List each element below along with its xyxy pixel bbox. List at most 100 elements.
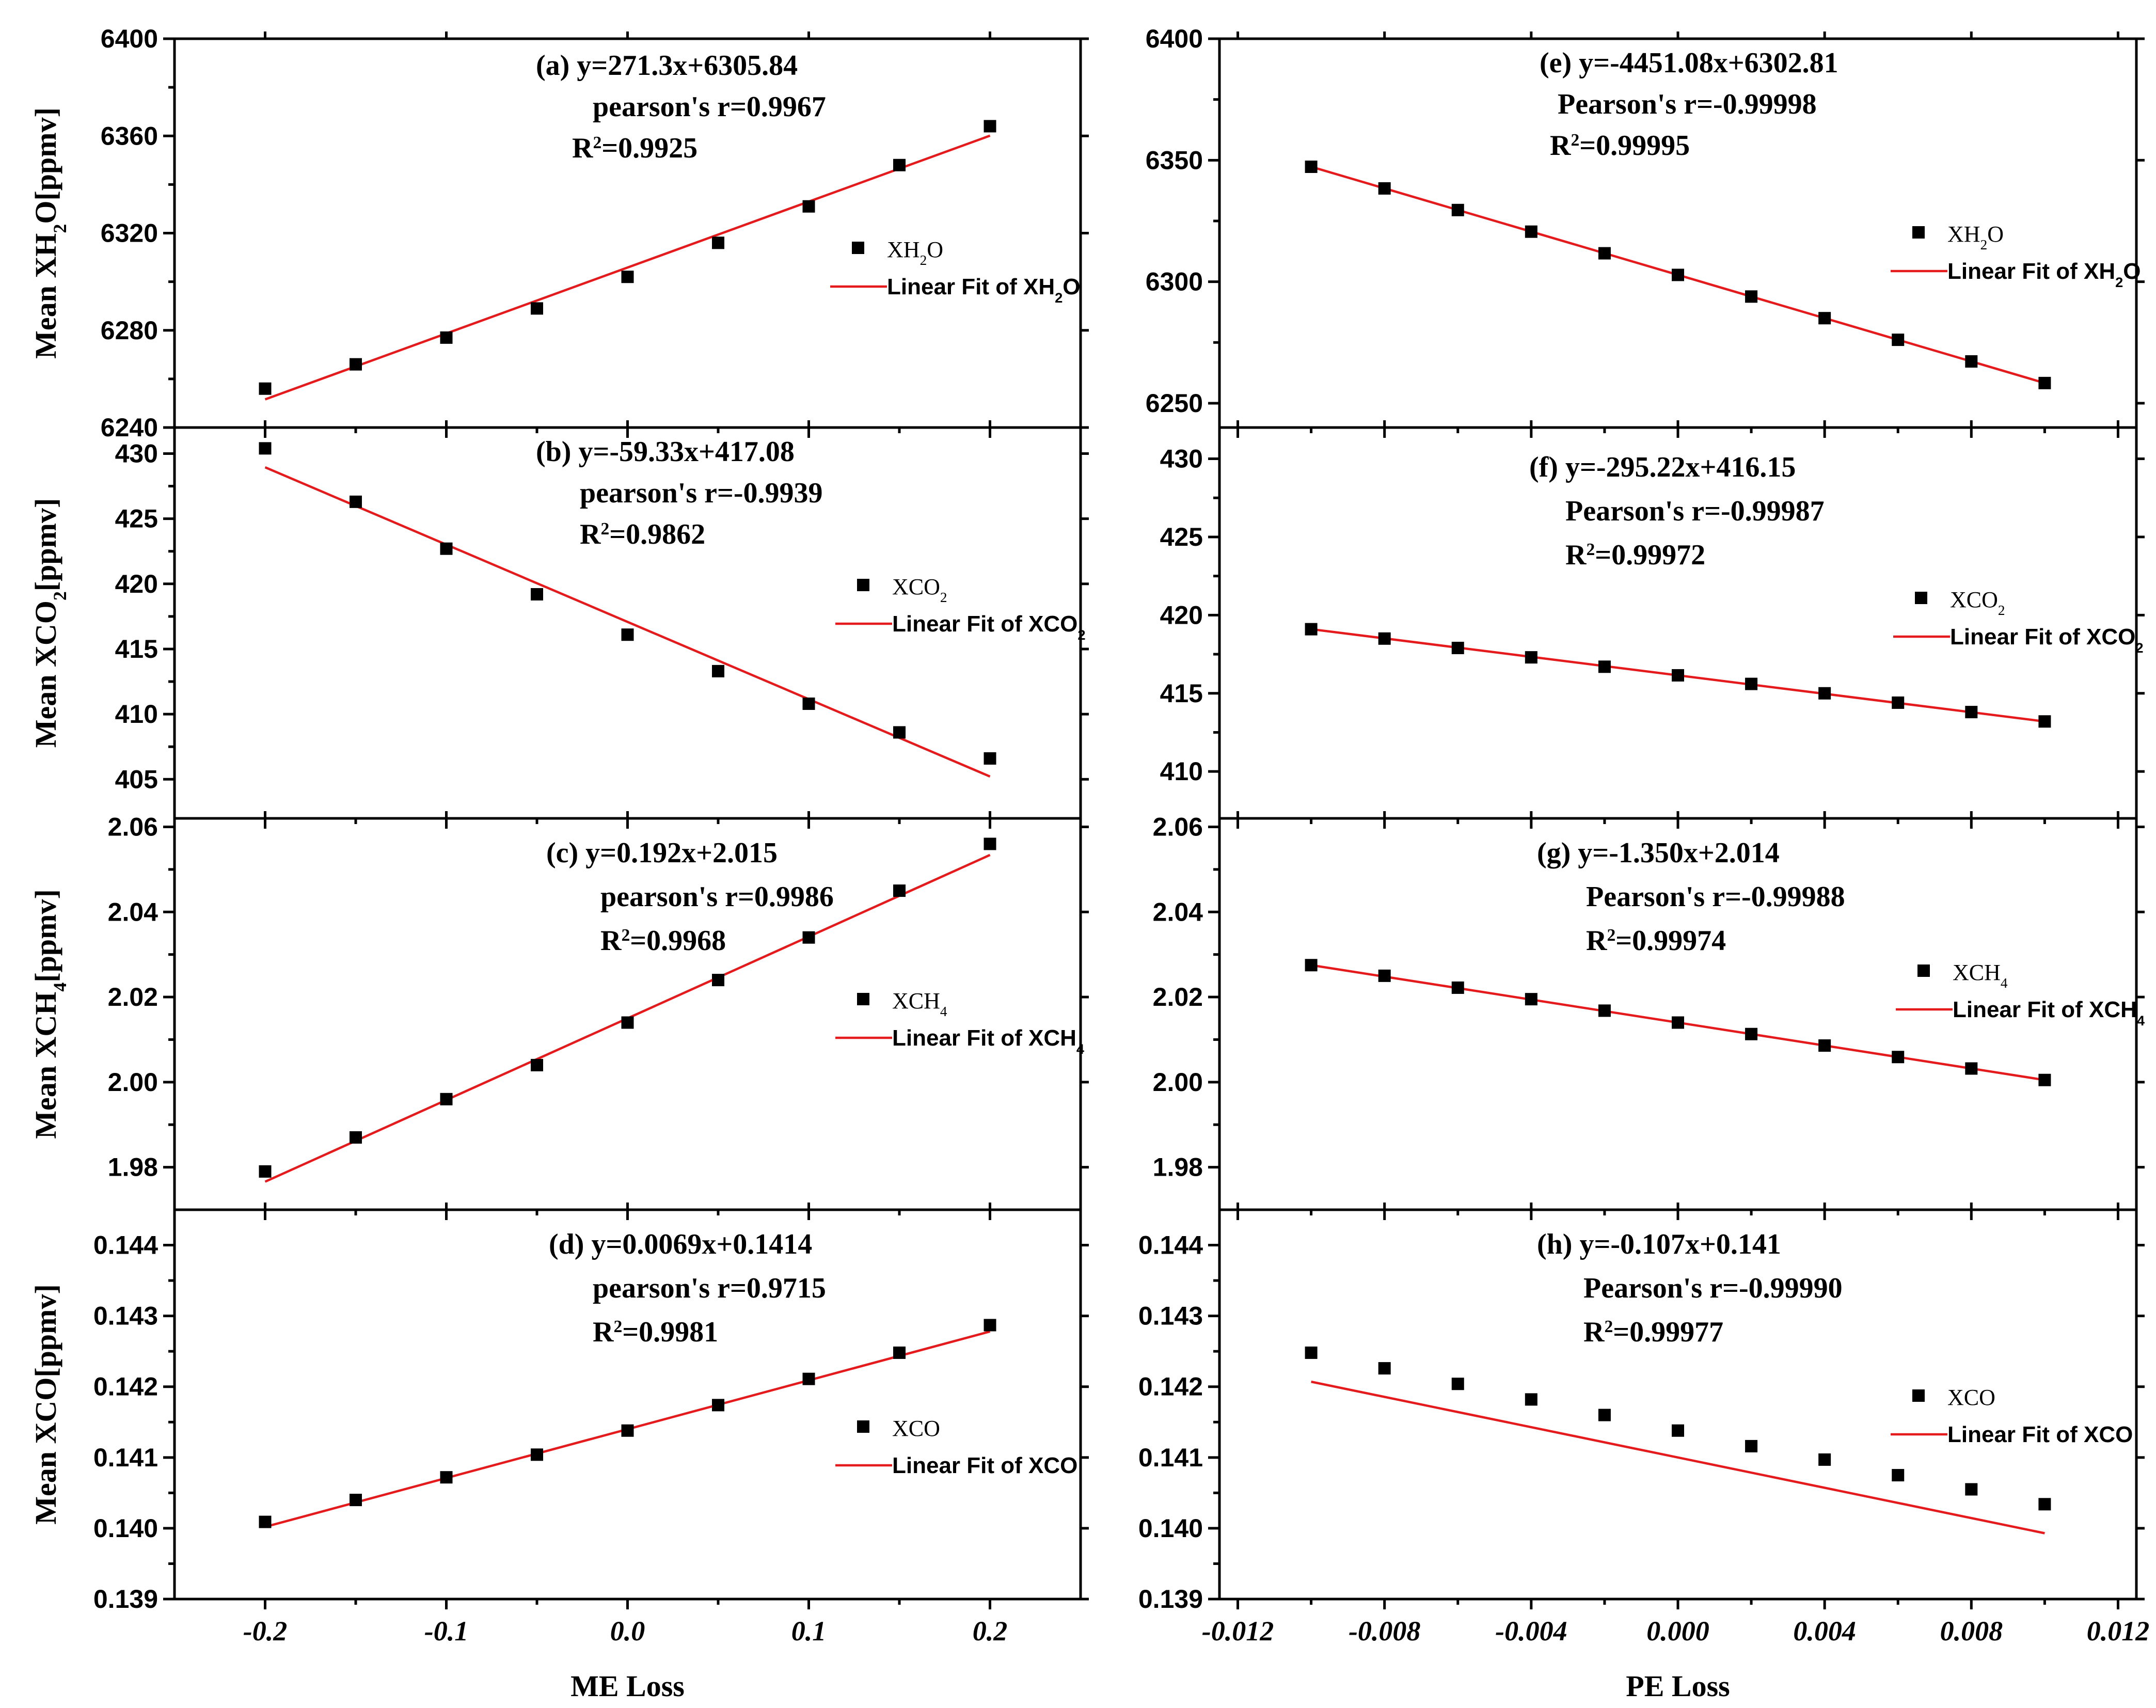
annotation-line: (a) y=271.3x+6305.84 <box>536 50 798 82</box>
data-point <box>440 1471 453 1484</box>
y-axis-label: Mean XH2O[ppmv] <box>29 107 70 359</box>
y-tick-label: 2.04 <box>108 897 158 926</box>
y-tick-label: 0.141 <box>93 1443 158 1472</box>
data-point <box>1965 706 1978 719</box>
x-axis-label: PE Loss <box>1626 1669 1730 1703</box>
data-point <box>1378 632 1391 645</box>
y-tick-label: 410 <box>115 700 158 729</box>
y-axis-label: Mean XCO2[ppmv] <box>29 498 70 748</box>
fit-line <box>264 466 991 778</box>
legend-fit-label: Linear Fit of XCH4 <box>892 1025 1085 1057</box>
y-tick-label: 2.00 <box>108 1068 158 1097</box>
data-point <box>1745 290 1758 303</box>
y-tick-label: 2.04 <box>1153 897 1203 926</box>
data-point <box>2038 715 2051 728</box>
y-tick-label: 415 <box>1160 679 1203 708</box>
data-point <box>1672 1016 1684 1029</box>
data-point <box>712 1399 724 1412</box>
legend-fit-label: Linear Fit of XH2O <box>887 274 1081 306</box>
data-point <box>802 1372 815 1385</box>
x-tick-label: 0.008 <box>1940 1616 2003 1647</box>
data-point <box>1598 247 1611 260</box>
panel-b: 405 410 415 420 425 430 Mean XCO2[ppmv] (b) y=-… <box>29 420 1089 829</box>
legend-marker-label: XCH4 <box>892 988 947 1019</box>
data-point <box>1451 981 1464 994</box>
data-point <box>350 1494 362 1507</box>
data-point <box>1818 312 1831 325</box>
legend-fit-label: Linear Fit of XCO <box>892 1453 1077 1478</box>
data-point <box>1525 1393 1537 1406</box>
data-point <box>621 1016 634 1029</box>
y-tick-label: 405 <box>115 765 158 794</box>
data-point <box>2038 1073 2051 1086</box>
data-point <box>531 1448 543 1461</box>
legend-marker <box>857 993 869 1005</box>
data-point <box>712 665 724 677</box>
data-point <box>1525 651 1537 664</box>
y-tick-label: 2.00 <box>1153 1068 1203 1097</box>
legend-fit-label: Linear Fit of XH2O <box>1947 259 2141 290</box>
data-point <box>893 1346 906 1359</box>
fit-line <box>264 134 991 401</box>
legend-marker <box>1912 1389 1925 1402</box>
y-tick-label: 2.06 <box>108 812 158 841</box>
data-point <box>350 358 362 371</box>
legend-marker-label: XCO2 <box>892 574 947 605</box>
y-tick-label: 6360 <box>101 121 158 150</box>
panel-h: 0.139 0.140 0.141 0.142 0.143 0.144 -0.012 -0.0… <box>1138 1203 2149 1703</box>
y-tick-label: 0.144 <box>1138 1231 1203 1260</box>
y-tick-label: 0.140 <box>1138 1514 1203 1543</box>
data-point <box>1525 225 1537 238</box>
legend-fit-label: Linear Fit of XCO2 <box>1950 624 2144 656</box>
data-point <box>1305 959 1318 972</box>
data-point <box>1818 687 1831 700</box>
legend-marker <box>1917 964 1930 977</box>
data-point <box>1378 1362 1391 1375</box>
data-point <box>1965 1062 1978 1075</box>
y-tick-label: 6300 <box>1146 267 1203 296</box>
x-tick-label: 0.000 <box>1646 1616 1709 1647</box>
y-tick-label: 0.142 <box>1138 1372 1203 1401</box>
data-point <box>802 200 815 213</box>
y-axis-label-group: Mean XCO[ppmv] <box>29 1284 62 1525</box>
y-tick-label: 1.98 <box>1153 1153 1203 1182</box>
annotation-line: (g) y=-1.350x+2.014 <box>1537 837 1780 869</box>
data-point <box>350 1131 362 1144</box>
y-axis-label-group: Mean XCO2[ppmv] <box>29 498 70 748</box>
annotation-line: R2=0.9862 <box>580 518 705 550</box>
y-tick-label: 6400 <box>101 24 158 53</box>
data-point <box>440 331 453 344</box>
annotation-line: (f) y=-295.22x+416.15 <box>1529 451 1796 483</box>
data-point <box>1378 182 1391 195</box>
data-point <box>1525 993 1537 1006</box>
data-point <box>621 271 634 283</box>
y-tick-label: 6350 <box>1146 146 1203 175</box>
annotation-line: pearson's r=0.9967 <box>593 91 826 123</box>
plot-frame <box>1218 1208 2138 1601</box>
legend-marker <box>857 579 869 591</box>
legend-marker <box>857 1420 869 1433</box>
data-point <box>1892 334 1905 346</box>
data-point <box>2038 376 2051 389</box>
data-point <box>1598 1409 1611 1421</box>
data-point <box>1451 641 1464 654</box>
data-point <box>621 628 634 641</box>
y-tick-label: 430 <box>115 439 158 468</box>
y-tick-label: 6320 <box>101 219 158 248</box>
data-point <box>440 1093 453 1105</box>
x-tick-label: -0.012 <box>1202 1616 1274 1647</box>
legend-marker <box>1915 592 1927 604</box>
y-tick-label: 0.139 <box>93 1585 158 1614</box>
data-point <box>1378 969 1391 982</box>
data-point <box>893 159 906 171</box>
data-point <box>1745 1440 1758 1452</box>
y-tick-label: 2.02 <box>1153 983 1203 1011</box>
annotation-line: pearson's r=-0.9939 <box>580 477 823 509</box>
legend-marker-label: XCO <box>892 1416 940 1441</box>
y-tick-label: 415 <box>115 635 158 663</box>
data-point <box>984 752 996 765</box>
annotation-line: pearson's r=0.9715 <box>593 1272 826 1304</box>
data-point <box>1451 1378 1464 1390</box>
data-point <box>984 1319 996 1332</box>
data-point <box>1892 1469 1905 1482</box>
